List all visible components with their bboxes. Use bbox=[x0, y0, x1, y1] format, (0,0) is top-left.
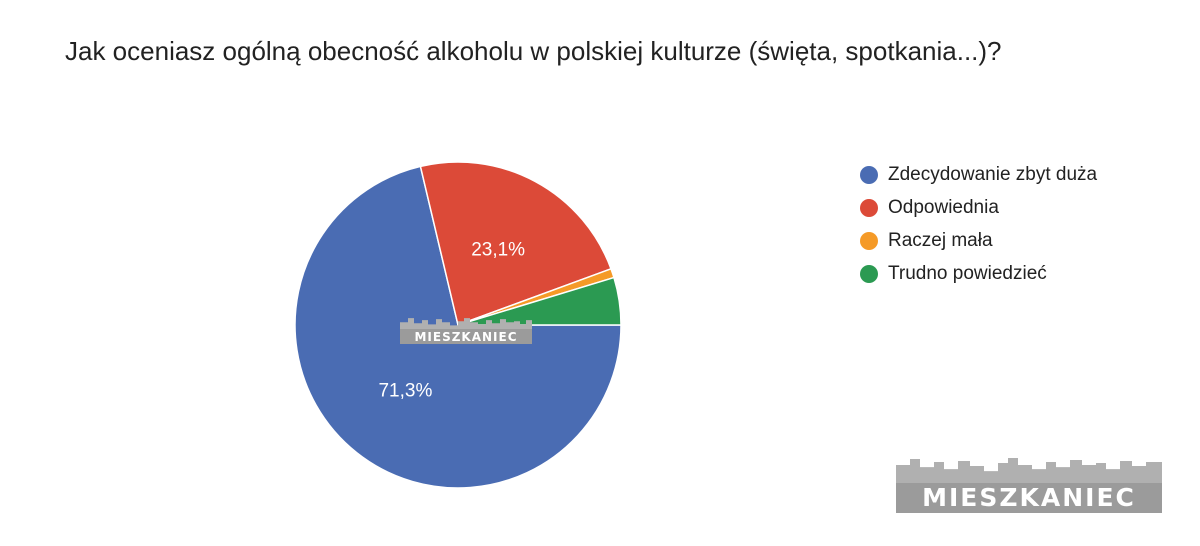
watermark-text: MIESZKANIEC bbox=[414, 329, 518, 344]
pie-slice-4[interactable] bbox=[457, 276, 622, 326]
slice-value-label: 71,3% bbox=[378, 380, 432, 401]
skyline-icon bbox=[896, 458, 1162, 486]
watermark-logo-center: MIESZKANIEC bbox=[400, 316, 532, 344]
legend-label: Trudno powiedzieć bbox=[888, 262, 1047, 284]
chart-legend: Zdecydowanie zbyt duża Odpowiednia Racze… bbox=[860, 158, 1097, 290]
skyline-icon bbox=[400, 318, 532, 331]
chart-title: Jak oceniasz ogólną obecność alkoholu w … bbox=[65, 36, 1002, 66]
legend-item-trudno-powiedziec[interactable]: Trudno powiedzieć bbox=[860, 257, 1097, 290]
pie-slice-2[interactable] bbox=[419, 161, 612, 326]
legend-label: Odpowiednia bbox=[888, 196, 999, 218]
legend-swatch bbox=[860, 264, 878, 283]
legend-swatch bbox=[860, 198, 878, 217]
slice-value-label: 23,1% bbox=[471, 239, 525, 260]
watermark-text: MIESZKANIEC bbox=[922, 483, 1136, 513]
legend-label: Zdecydowanie zbyt duża bbox=[888, 163, 1098, 185]
legend-label: Raczej mała bbox=[888, 229, 993, 251]
watermark-logo-corner: MIESZKANIEC bbox=[896, 455, 1162, 513]
legend-swatch bbox=[860, 165, 878, 184]
legend-swatch bbox=[860, 231, 878, 250]
legend-item-odpowiednia[interactable]: Odpowiednia bbox=[860, 191, 1097, 224]
legend-item-zdecydowanie-zbyt-duza[interactable]: Zdecydowanie zbyt duża bbox=[860, 158, 1097, 191]
legend-item-raczej-mala[interactable]: Raczej mała bbox=[860, 224, 1097, 257]
